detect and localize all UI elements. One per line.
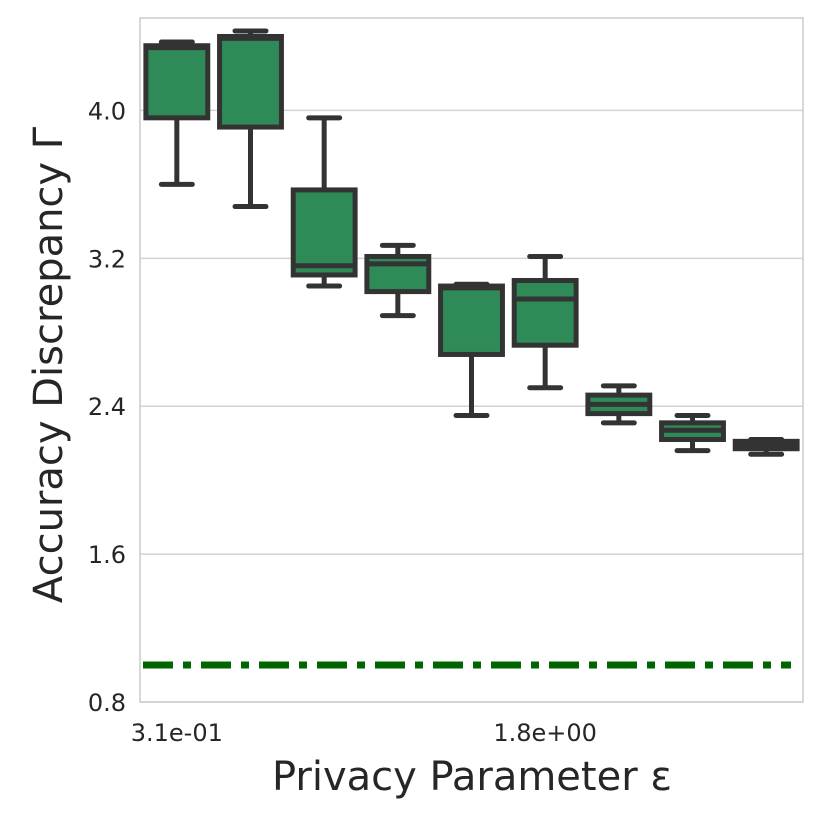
x-tick-labels: 3.1e-01 1.8e+00 xyxy=(131,719,597,747)
x-tick-label: 1.8e+00 xyxy=(493,719,597,747)
box-5 xyxy=(438,281,505,418)
y-tick-label: 0.8 xyxy=(88,689,126,717)
x-axis-label: Privacy Parameter ε xyxy=(272,754,672,800)
y-tick-label: 3.2 xyxy=(88,245,126,273)
box-1 xyxy=(143,39,211,187)
box-7 xyxy=(585,383,653,426)
box-body xyxy=(438,283,505,357)
box-4 xyxy=(364,242,432,319)
box-9 xyxy=(732,436,800,457)
y-axis-label: Accuracy Discrepancy Γ xyxy=(26,126,72,603)
box-body xyxy=(290,187,358,278)
box-6 xyxy=(511,253,579,391)
y-tick-label: 4.0 xyxy=(88,97,126,125)
boxes xyxy=(143,28,800,457)
box-3 xyxy=(290,115,358,289)
y-tick-label: 1.6 xyxy=(88,541,126,569)
box-body xyxy=(511,278,579,348)
box-body xyxy=(217,33,284,130)
x-tick-label: 3.1e-01 xyxy=(131,719,223,747)
y-tick-labels: 0.8 1.6 2.4 3.2 4.0 xyxy=(88,97,126,717)
plot-frame xyxy=(139,17,804,703)
box-body xyxy=(143,43,211,121)
box-8 xyxy=(659,412,726,454)
y-tick-label: 2.4 xyxy=(88,393,126,421)
box-2 xyxy=(217,28,284,210)
